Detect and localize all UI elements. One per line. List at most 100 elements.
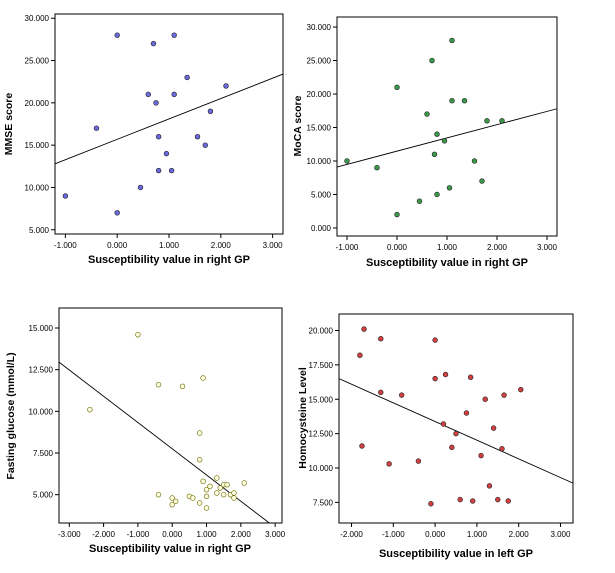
x-tick-label: 2.000 (487, 243, 508, 252)
data-point (434, 191, 440, 198)
y-tick-label: 7.500 (313, 498, 334, 507)
y-tick-label: 20.000 (309, 327, 334, 336)
data-point (169, 501, 175, 508)
data-point (155, 167, 162, 174)
y-tick-label: 12.500 (29, 366, 54, 375)
x-axis-title: Susceptibility value in right GP (88, 254, 250, 266)
y-tick-label: 5.000 (311, 190, 332, 199)
data-point (499, 118, 505, 124)
data-point (163, 150, 170, 157)
data-point (214, 490, 220, 496)
data-point (394, 84, 400, 91)
data-point (231, 490, 237, 496)
y-tick-label: 7.500 (33, 449, 54, 458)
data-point (501, 392, 507, 398)
data-point (490, 425, 497, 431)
x-axis-title: Susceptibility value in left GP (379, 548, 533, 560)
x-tick-label: -1.000 (54, 241, 77, 250)
plot-frame (336, 16, 558, 237)
panel-moca: -1.000 0.000 1.000 2.000 3.000 0.000 5.000 10.… (292, 16, 558, 269)
data-point (171, 32, 177, 38)
x-tick-label: 3.000 (537, 243, 558, 252)
y-tick-label: 25.000 (307, 57, 332, 66)
data-point (495, 496, 501, 503)
data-point (467, 374, 474, 380)
x-tick-label: -2.000 (92, 530, 115, 539)
y-tick-label: 25.000 (25, 57, 50, 66)
x-axis-title: Susceptibility value in right GP (89, 543, 251, 555)
x-tick-label: 3.000 (263, 241, 284, 250)
plot-frame (58, 307, 283, 524)
data-point (223, 83, 229, 89)
data-point (179, 383, 186, 390)
x-tick-label: 0.000 (425, 530, 446, 539)
fit-line (54, 73, 284, 165)
x-tick-label: -1.000 (336, 243, 359, 252)
data-point (62, 193, 69, 199)
data-point (155, 381, 162, 388)
data-point (224, 481, 230, 488)
data-point (184, 74, 190, 81)
data-point (207, 483, 213, 490)
data-point (398, 392, 405, 398)
y-tick-label: 20.000 (307, 90, 332, 99)
data-point (200, 375, 206, 381)
y-tick-label: 17.500 (309, 361, 334, 370)
fit-line (338, 378, 574, 484)
x-tick-label: 2.000 (231, 530, 252, 539)
y-tick-label: 10.000 (25, 183, 50, 192)
panel-mmse: -1.000 0.000 1.000 2.000 3.000 5.000 10.000 15… (3, 13, 284, 266)
data-point (114, 210, 120, 216)
data-point (446, 185, 453, 191)
y-tick-label: 15.000 (29, 324, 54, 333)
y-tick-label: 15.000 (309, 395, 334, 404)
data-point (374, 164, 380, 171)
data-point (378, 389, 384, 396)
x-tick-label: -1.000 (382, 530, 405, 539)
data-point (344, 158, 350, 164)
data-point (482, 396, 488, 402)
y-tick-label: 10.000 (307, 157, 332, 166)
data-point (394, 211, 400, 218)
data-point (202, 142, 208, 148)
plot-frame (54, 13, 284, 235)
data-point (449, 444, 455, 451)
fit-line (336, 108, 558, 168)
y-tick-label: 15.000 (25, 141, 50, 150)
x-tick-label: 1.000 (159, 241, 180, 250)
y-tick-label: 10.000 (309, 464, 334, 473)
data-point (135, 331, 141, 338)
data-point (453, 430, 459, 437)
y-tick-label: 15.000 (307, 124, 332, 133)
data-point (190, 495, 196, 501)
data-point (155, 491, 162, 498)
data-point (416, 198, 423, 204)
data-point (432, 375, 438, 382)
data-point (428, 501, 434, 507)
data-point (155, 133, 162, 140)
data-point (441, 138, 448, 144)
data-point (145, 91, 151, 98)
data-point (505, 498, 511, 504)
data-point (220, 491, 227, 498)
data-point (196, 500, 203, 506)
data-point (361, 326, 367, 332)
y-axis-title: Fasting glucose (mmol/L) (5, 352, 17, 479)
data-point (499, 446, 505, 452)
data-point (203, 505, 210, 511)
data-point (479, 178, 485, 184)
x-tick-label: 2.000 (211, 241, 232, 250)
data-point (518, 386, 524, 393)
x-tick-label: 0.000 (107, 241, 128, 250)
y-tick-label: 20.000 (25, 99, 50, 108)
data-point (449, 98, 455, 104)
x-tick-label: 3.000 (265, 530, 286, 539)
y-tick-label: 0.000 (311, 224, 332, 233)
data-point (196, 430, 203, 436)
data-point (200, 478, 206, 485)
x-tick-label: 3.000 (550, 530, 571, 539)
data-point (442, 371, 449, 378)
data-point (194, 133, 201, 140)
data-point (461, 98, 468, 104)
data-point (196, 456, 203, 463)
